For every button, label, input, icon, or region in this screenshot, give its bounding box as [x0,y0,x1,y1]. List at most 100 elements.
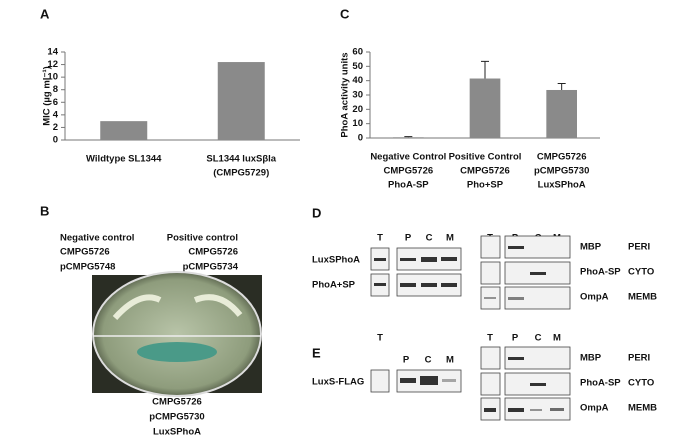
lane-label: P [403,355,410,366]
band [550,408,564,411]
strain-label: CMPG5726 [152,397,202,408]
panel-b-left: Negative control CMPG5726 pCMPG5748 [60,233,134,273]
row-label: PhoA-SP [580,267,621,278]
band [400,378,416,383]
row-label: PERI [628,242,650,253]
panel-label: C [340,6,350,21]
y-tick-label: 10 [352,118,363,129]
y-tick-label: 8 [53,84,58,95]
bar [393,137,424,138]
strain-label: CMPG5726 [188,247,238,258]
band [508,246,524,249]
band [421,257,437,262]
band [530,383,546,386]
strain-label: pCMPG5730 [149,412,204,423]
band [442,379,456,382]
lane-label: T [377,233,383,244]
strain-label: pCMPG5734 [183,262,239,273]
error-bar [481,60,489,79]
y-axis-label: MIC (µg ml⁻¹) [42,66,53,126]
lane-label: C [535,333,542,344]
band [400,258,416,261]
band [441,257,457,261]
x-tick-label: PhoA-SP [388,180,429,191]
lane-label: C [426,233,433,244]
row-label: MEMB [628,403,657,414]
growth [112,294,243,321]
x-tick-label: CMPG5726 [460,166,510,177]
row-label: LuxS-FLAG [312,377,364,388]
y-tick-label: 6 [53,97,58,108]
strain-label: CMPG5726 [60,247,110,258]
row-label: MBP [580,353,602,364]
lane-label: T [487,333,493,344]
y-tick-label: 50 [352,61,363,72]
error-bar [404,136,413,138]
strain-label: Negative control [60,233,134,244]
x-tick-label: pCMPG5730 [534,166,589,177]
band [484,297,496,299]
y-tick-label: 0 [358,133,363,144]
band [374,283,386,286]
blot-box [504,346,571,370]
lane-label: M [553,333,561,344]
blot-box [504,235,571,259]
bar [100,121,148,140]
row-label: OmpA [580,403,609,414]
row-label: LuxSPhoA [312,255,360,266]
x-tick-label: (CMPG5729) [213,168,269,179]
bar [469,78,501,138]
blot-box [504,286,571,310]
lanes-d-left: T P C M [377,233,454,244]
band [374,258,386,261]
row-label: PhoA+SP [312,280,356,291]
row-label: OmpA [580,292,609,303]
x-tick-label: CMPG5726 [537,152,587,163]
lane-label: P [405,233,412,244]
lane-label: P [512,333,519,344]
y-tick-label: 4 [53,109,59,120]
lanes-e-right: T P C M [487,333,561,344]
row-label: MEMB [628,292,657,303]
right-rows-d: MBP PERI PhoA-SP CYTO OmpA MEMB [580,242,657,303]
y-tick-label: 2 [53,122,58,133]
band [420,376,438,385]
x-tick-label: LuxSPhoA [538,180,586,191]
lane-label: M [446,355,454,366]
y-tick-label: 14 [47,47,58,58]
y-tick-label: 30 [352,90,363,101]
blot-d-left [370,247,462,297]
band [421,283,437,287]
y-axis-label: PhoA activity units [340,52,351,137]
y-tick-label: 12 [47,59,58,70]
band [530,272,546,275]
error-bar [557,83,566,90]
lane-label: T [377,333,383,344]
panel-label: A [40,6,50,21]
panel-label: E [312,345,321,360]
panel-label: B [40,203,49,218]
blot-d-right [480,235,571,310]
band [441,283,457,287]
blot-box [480,372,501,396]
lane-label: M [446,233,454,244]
x-tick-label: Pho+SP [467,180,504,191]
bar [546,89,577,138]
x-tick-label: Wildtype SL1344 [86,154,162,165]
lane-label: C [425,355,432,366]
x-tick-label: SL1344 luxSβla [206,154,276,165]
y-tick-label: 10 [47,72,58,83]
blot-box [480,261,501,285]
right-rows-e: MBP PERI PhoA-SP CYTO OmpA MEMB [580,353,657,414]
band [400,283,416,287]
x-tick-label: Positive Control [449,152,522,163]
y-tick-label: 40 [352,75,363,86]
x-tick-label: CMPG5726 [384,166,434,177]
x-tick-label: Negative Control [370,152,446,163]
y-tick-label: 20 [352,104,363,115]
blue-growth [137,342,217,362]
row-label: PERI [628,353,650,364]
blot-e-right [480,346,571,421]
panel-b-right: Positive control CMPG5726 pCMPG5734 [167,233,239,273]
